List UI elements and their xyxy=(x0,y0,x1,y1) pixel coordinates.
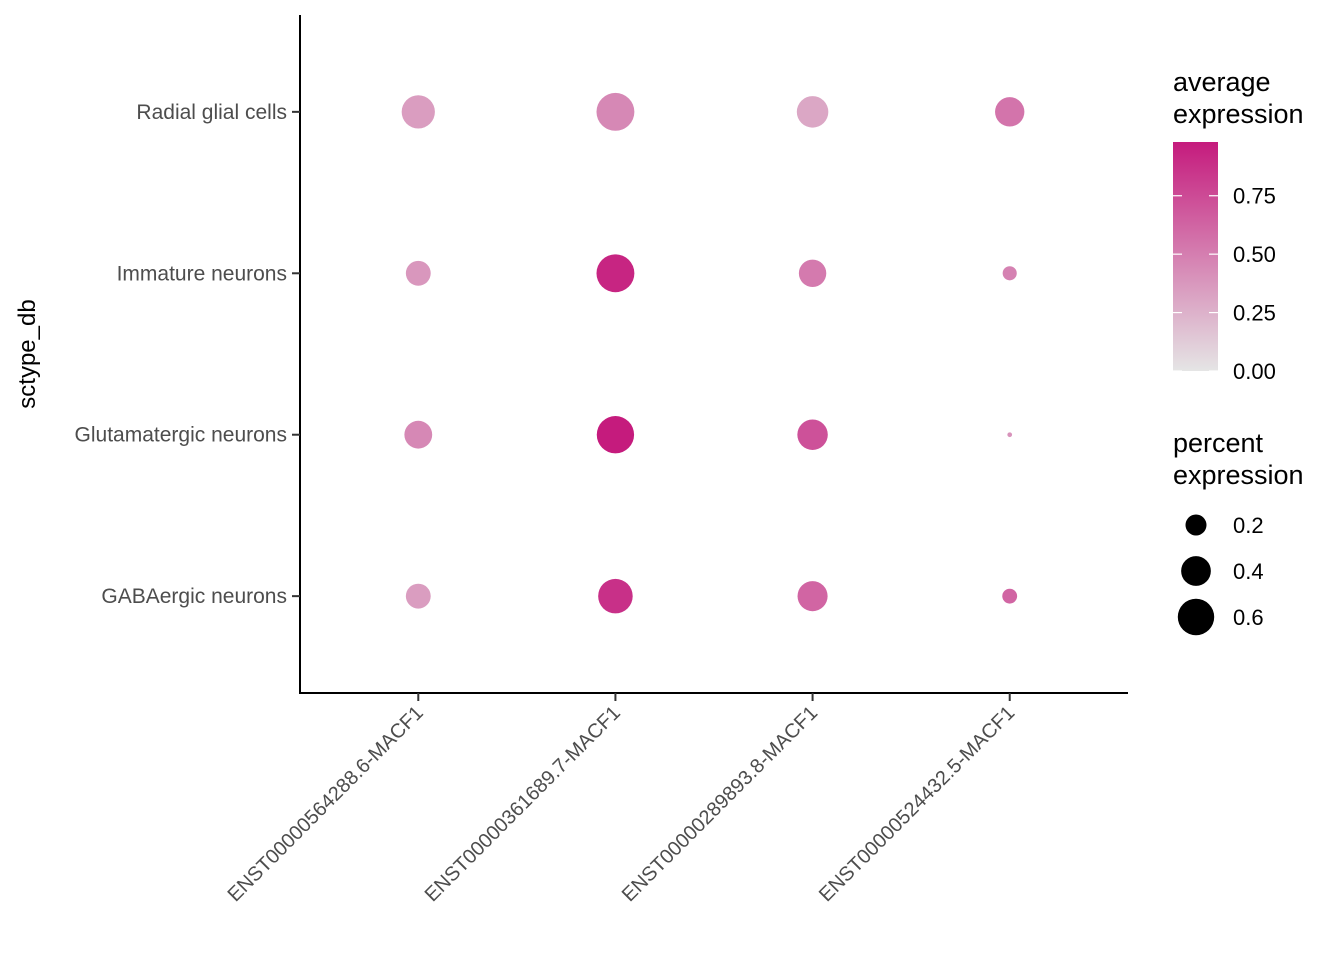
dot xyxy=(995,97,1025,127)
x-tick-label: ENST00000289893.8-MACF1 xyxy=(618,702,822,906)
colorbar-tick-label: 0.00 xyxy=(1233,359,1276,384)
y-tick-label: Immature neurons xyxy=(117,262,287,285)
axes xyxy=(299,15,1128,694)
colorbar-tick-label: 0.25 xyxy=(1233,301,1276,326)
color-legend: average expression 0.75 0.50 0.25 0.00 xyxy=(1173,67,1304,384)
y-tick-label: GABAergic neurons xyxy=(101,585,287,608)
color-legend-title-line1: average xyxy=(1173,67,1271,97)
dot xyxy=(598,578,633,614)
dot xyxy=(596,254,635,293)
size-legend-label: 0.2 xyxy=(1233,513,1264,538)
size-legend-dot xyxy=(1177,598,1215,636)
dot xyxy=(1007,432,1013,438)
dot xyxy=(1002,588,1018,604)
colorbar xyxy=(1173,142,1218,371)
x-tick-label: ENST00000564288.6-MACF1 xyxy=(224,702,428,906)
dot xyxy=(797,581,828,612)
dot xyxy=(405,260,431,286)
dot xyxy=(596,92,635,131)
color-legend-title-line2: expression xyxy=(1173,99,1304,129)
y-tick-label: Glutamatergic neurons xyxy=(75,424,287,447)
x-tick-label: ENST00000524432.5-MACF1 xyxy=(815,702,1019,906)
dot xyxy=(797,419,828,450)
size-legend-title-line2: expression xyxy=(1173,460,1304,490)
x-tick-label: ENST00000361689.7-MACF1 xyxy=(421,702,625,906)
dot xyxy=(798,259,827,287)
size-legend-label: 0.6 xyxy=(1233,605,1264,630)
size-legend-dot xyxy=(1185,514,1207,536)
dot xyxy=(796,96,829,128)
size-legend: percent expression 0.2 0.4 0.6 xyxy=(1173,428,1304,636)
y-tick-label: Radial glial cells xyxy=(136,101,287,124)
dot xyxy=(401,95,435,129)
size-legend-title-line1: percent xyxy=(1173,428,1264,458)
colorbar-tick-label: 0.50 xyxy=(1233,242,1276,267)
size-legend-dot xyxy=(1181,556,1211,586)
colorbar-tick-label: 0.75 xyxy=(1233,184,1276,209)
dot xyxy=(596,416,635,454)
dot xyxy=(405,583,431,609)
size-legend-label: 0.4 xyxy=(1233,559,1264,584)
dot xyxy=(1002,266,1017,281)
dot xyxy=(404,420,433,449)
y-axis-title: sctype_db xyxy=(14,299,41,408)
